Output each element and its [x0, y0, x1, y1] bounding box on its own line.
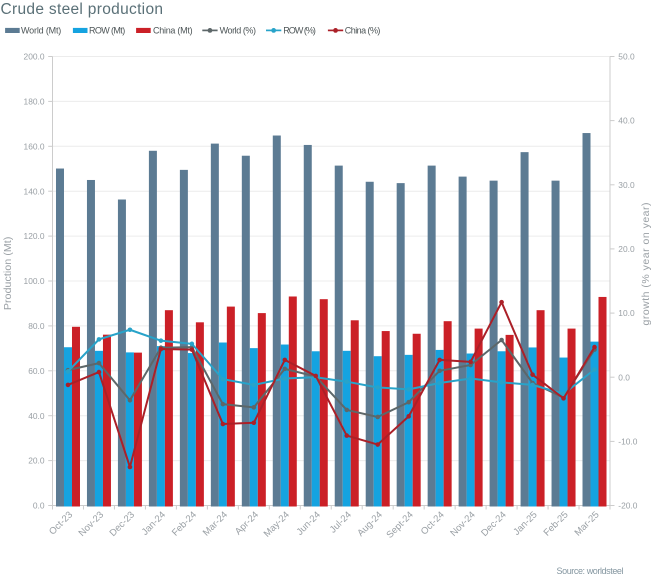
svg-text:Crude steel production: Crude steel production	[1, 1, 164, 18]
svg-text:-20.0: -20.0	[618, 501, 637, 511]
svg-text:China (%): China (%)	[345, 26, 381, 36]
svg-text:ROW (Mt): ROW (Mt)	[89, 26, 125, 36]
svg-text:160.0: 160.0	[24, 141, 45, 151]
svg-text:100.0: 100.0	[24, 276, 45, 286]
svg-text:40.0: 40.0	[28, 411, 45, 421]
svg-text:Production (Mt): Production (Mt)	[2, 237, 14, 311]
svg-text:ROW (%): ROW (%)	[283, 26, 316, 36]
svg-text:0.0: 0.0	[618, 372, 630, 382]
svg-text:60.0: 60.0	[28, 366, 45, 376]
svg-text:20.0: 20.0	[28, 456, 45, 466]
svg-text:180.0: 180.0	[24, 97, 45, 107]
svg-text:30.0: 30.0	[618, 180, 635, 190]
svg-text:World (Mt): World (Mt)	[21, 26, 61, 36]
svg-text:10.0: 10.0	[618, 308, 635, 318]
svg-text:0.0: 0.0	[33, 501, 45, 511]
svg-text:120.0: 120.0	[24, 231, 45, 241]
svg-text:Source: worldsteel: Source: worldsteel	[557, 566, 624, 576]
svg-text:growth (% year on year): growth (% year on year)	[640, 203, 652, 326]
svg-text:200.0: 200.0	[24, 52, 45, 62]
svg-text:China (Mt): China (Mt)	[153, 26, 193, 36]
svg-text:20.0: 20.0	[618, 244, 635, 254]
svg-text:World (%): World (%)	[220, 26, 256, 36]
svg-text:-10.0: -10.0	[618, 437, 637, 447]
svg-text:50.0: 50.0	[618, 52, 635, 62]
svg-text:40.0: 40.0	[618, 116, 635, 126]
svg-text:80.0: 80.0	[28, 321, 45, 331]
svg-text:140.0: 140.0	[24, 186, 45, 196]
